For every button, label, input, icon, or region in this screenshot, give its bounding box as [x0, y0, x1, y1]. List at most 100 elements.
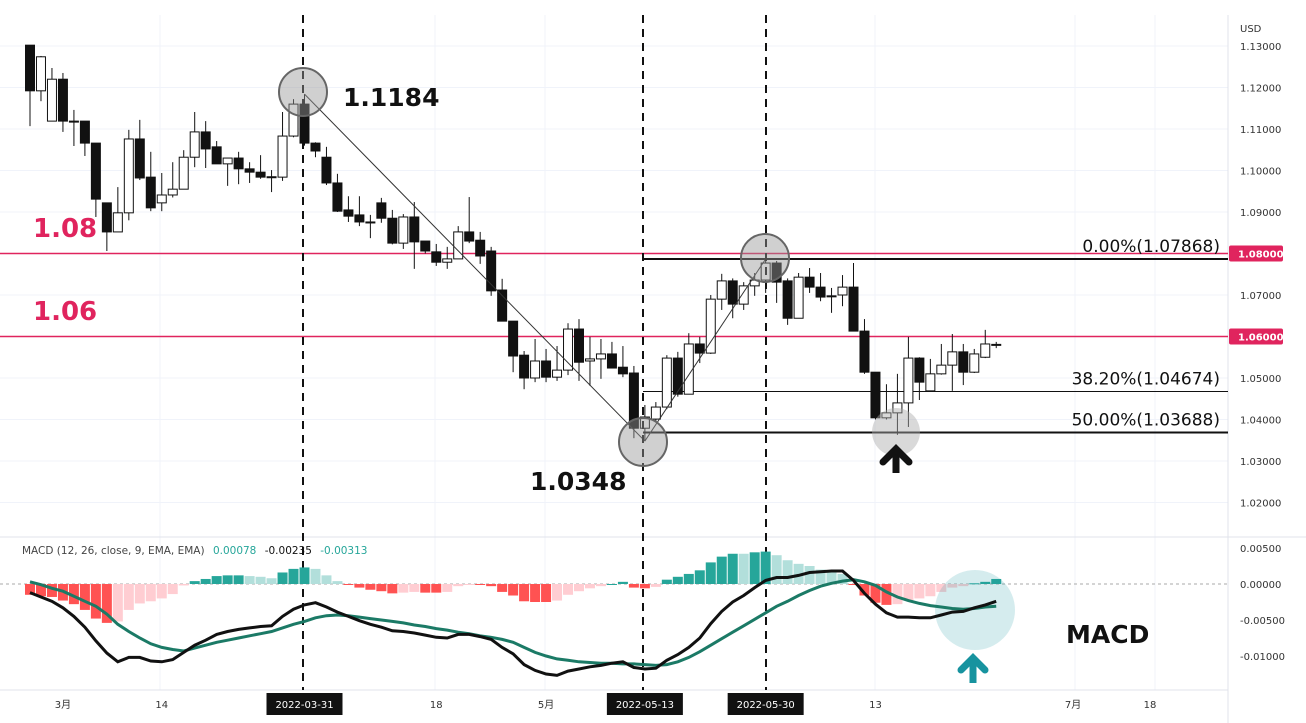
histogram-bar [552, 584, 563, 601]
candle [793, 273, 804, 319]
histogram-bar [277, 572, 288, 584]
candle-body [299, 103, 310, 144]
histogram-bar [936, 584, 947, 592]
histogram-bar [980, 581, 991, 584]
histogram-bar [914, 584, 925, 599]
macd-legend-title: MACD (12, 26, close, 9, EMA, EMA) [22, 545, 205, 557]
histogram-bar [694, 570, 705, 584]
candle-body [343, 209, 354, 217]
candle-body [508, 320, 519, 357]
price-tick: 1.10000 [1240, 167, 1281, 178]
candle [211, 141, 222, 165]
candle [266, 170, 277, 193]
histogram-bar [123, 584, 134, 610]
candle-body [233, 157, 244, 170]
time-axis[interactable]: 3月 14 2022-03-31 18 5月 2022-05-13 2022-05-30 13… [55, 693, 1157, 715]
histogram-bar [639, 584, 650, 589]
candle [584, 336, 595, 386]
candle-body [606, 353, 617, 369]
candle [332, 173, 343, 212]
candle [574, 319, 584, 381]
candle [848, 263, 859, 332]
candle-body [255, 171, 266, 178]
candle-body [222, 157, 233, 165]
candle-body [453, 231, 464, 260]
price-tick: 1.09000 [1240, 208, 1281, 219]
candle-body [112, 212, 123, 233]
histogram-bar [189, 581, 200, 584]
candle [90, 142, 101, 217]
time-tick: 18 [1144, 700, 1157, 711]
time-tick: 7月 [1065, 699, 1081, 711]
candle [508, 320, 519, 373]
trend-line-down[interactable] [304, 93, 646, 442]
histogram-bar [200, 578, 211, 584]
trend-lines[interactable] [304, 93, 767, 442]
candle-body [25, 44, 35, 92]
candle-body [804, 276, 815, 288]
candle [365, 214, 376, 239]
histogram-bar [145, 584, 156, 602]
candle-body [705, 298, 716, 354]
candle-body [57, 78, 68, 122]
histogram-bar [178, 584, 189, 586]
candle-body [793, 276, 804, 319]
support-circle [872, 408, 920, 456]
candle [980, 329, 991, 359]
macd-tick: -0.00500 [1240, 616, 1285, 627]
fibonacci-retracement[interactable]: 0.00%(1.07868) 38.20%(1.04674) 50.00%(1.03… [643, 237, 1228, 434]
candle-body [563, 328, 574, 371]
histogram-bar [453, 584, 464, 587]
candle [299, 94, 310, 146]
candle-body [46, 78, 57, 122]
histogram-bar [343, 584, 354, 585]
candle-body [519, 354, 530, 379]
candle-body [354, 214, 365, 223]
price-badge [1229, 245, 1283, 262]
candle [903, 336, 914, 427]
time-tick: 14 [155, 700, 168, 711]
candle [804, 268, 815, 293]
price-axis[interactable]: 1.13000 1.12000 1.11000 1.10000 1.09000 1.070… [1240, 42, 1281, 510]
candle [716, 273, 727, 310]
candle-body [409, 216, 420, 243]
candle [35, 55, 46, 102]
teal-up-arrow-icon [957, 653, 989, 683]
histogram-bar [431, 584, 442, 593]
histogram-bar [947, 584, 958, 588]
candle-body [530, 360, 541, 379]
trend-line-up[interactable] [644, 258, 767, 442]
candles [25, 44, 1002, 442]
histogram-bar [870, 584, 881, 603]
candle [595, 338, 606, 379]
candle-body [837, 286, 848, 296]
macd-legend[interactable]: MACD (12, 26, close, 9, EMA, EMA) 0.0007… [22, 545, 367, 557]
candle [497, 278, 508, 322]
histogram-bar [563, 584, 574, 595]
candle-body [420, 240, 431, 252]
macd-axis[interactable]: 0.00500 0.00000 -0.00500 -0.01000 [1240, 544, 1285, 663]
candle-body [595, 353, 606, 360]
price-tick: 1.11000 [1240, 125, 1281, 136]
candle [969, 348, 980, 374]
date-highlight-box [266, 693, 343, 715]
currency-label: USD [1240, 24, 1262, 35]
histogram-bar [442, 584, 453, 592]
candle [947, 334, 958, 391]
candle [661, 355, 672, 410]
macd-line [29, 569, 997, 677]
candle [771, 260, 782, 303]
candle [189, 111, 200, 168]
histogram-bar [530, 584, 541, 602]
fib-level-label: 50.00%(1.03688) [1072, 410, 1220, 430]
histogram-bar [420, 584, 431, 593]
macd-annotation: MACD [1066, 620, 1149, 649]
candle [672, 351, 683, 397]
candle [79, 120, 90, 156]
candle-body [332, 182, 343, 212]
histogram-bar [661, 579, 672, 584]
histogram-bar [475, 584, 486, 585]
histogram-bar [815, 569, 826, 584]
candle [288, 99, 299, 138]
